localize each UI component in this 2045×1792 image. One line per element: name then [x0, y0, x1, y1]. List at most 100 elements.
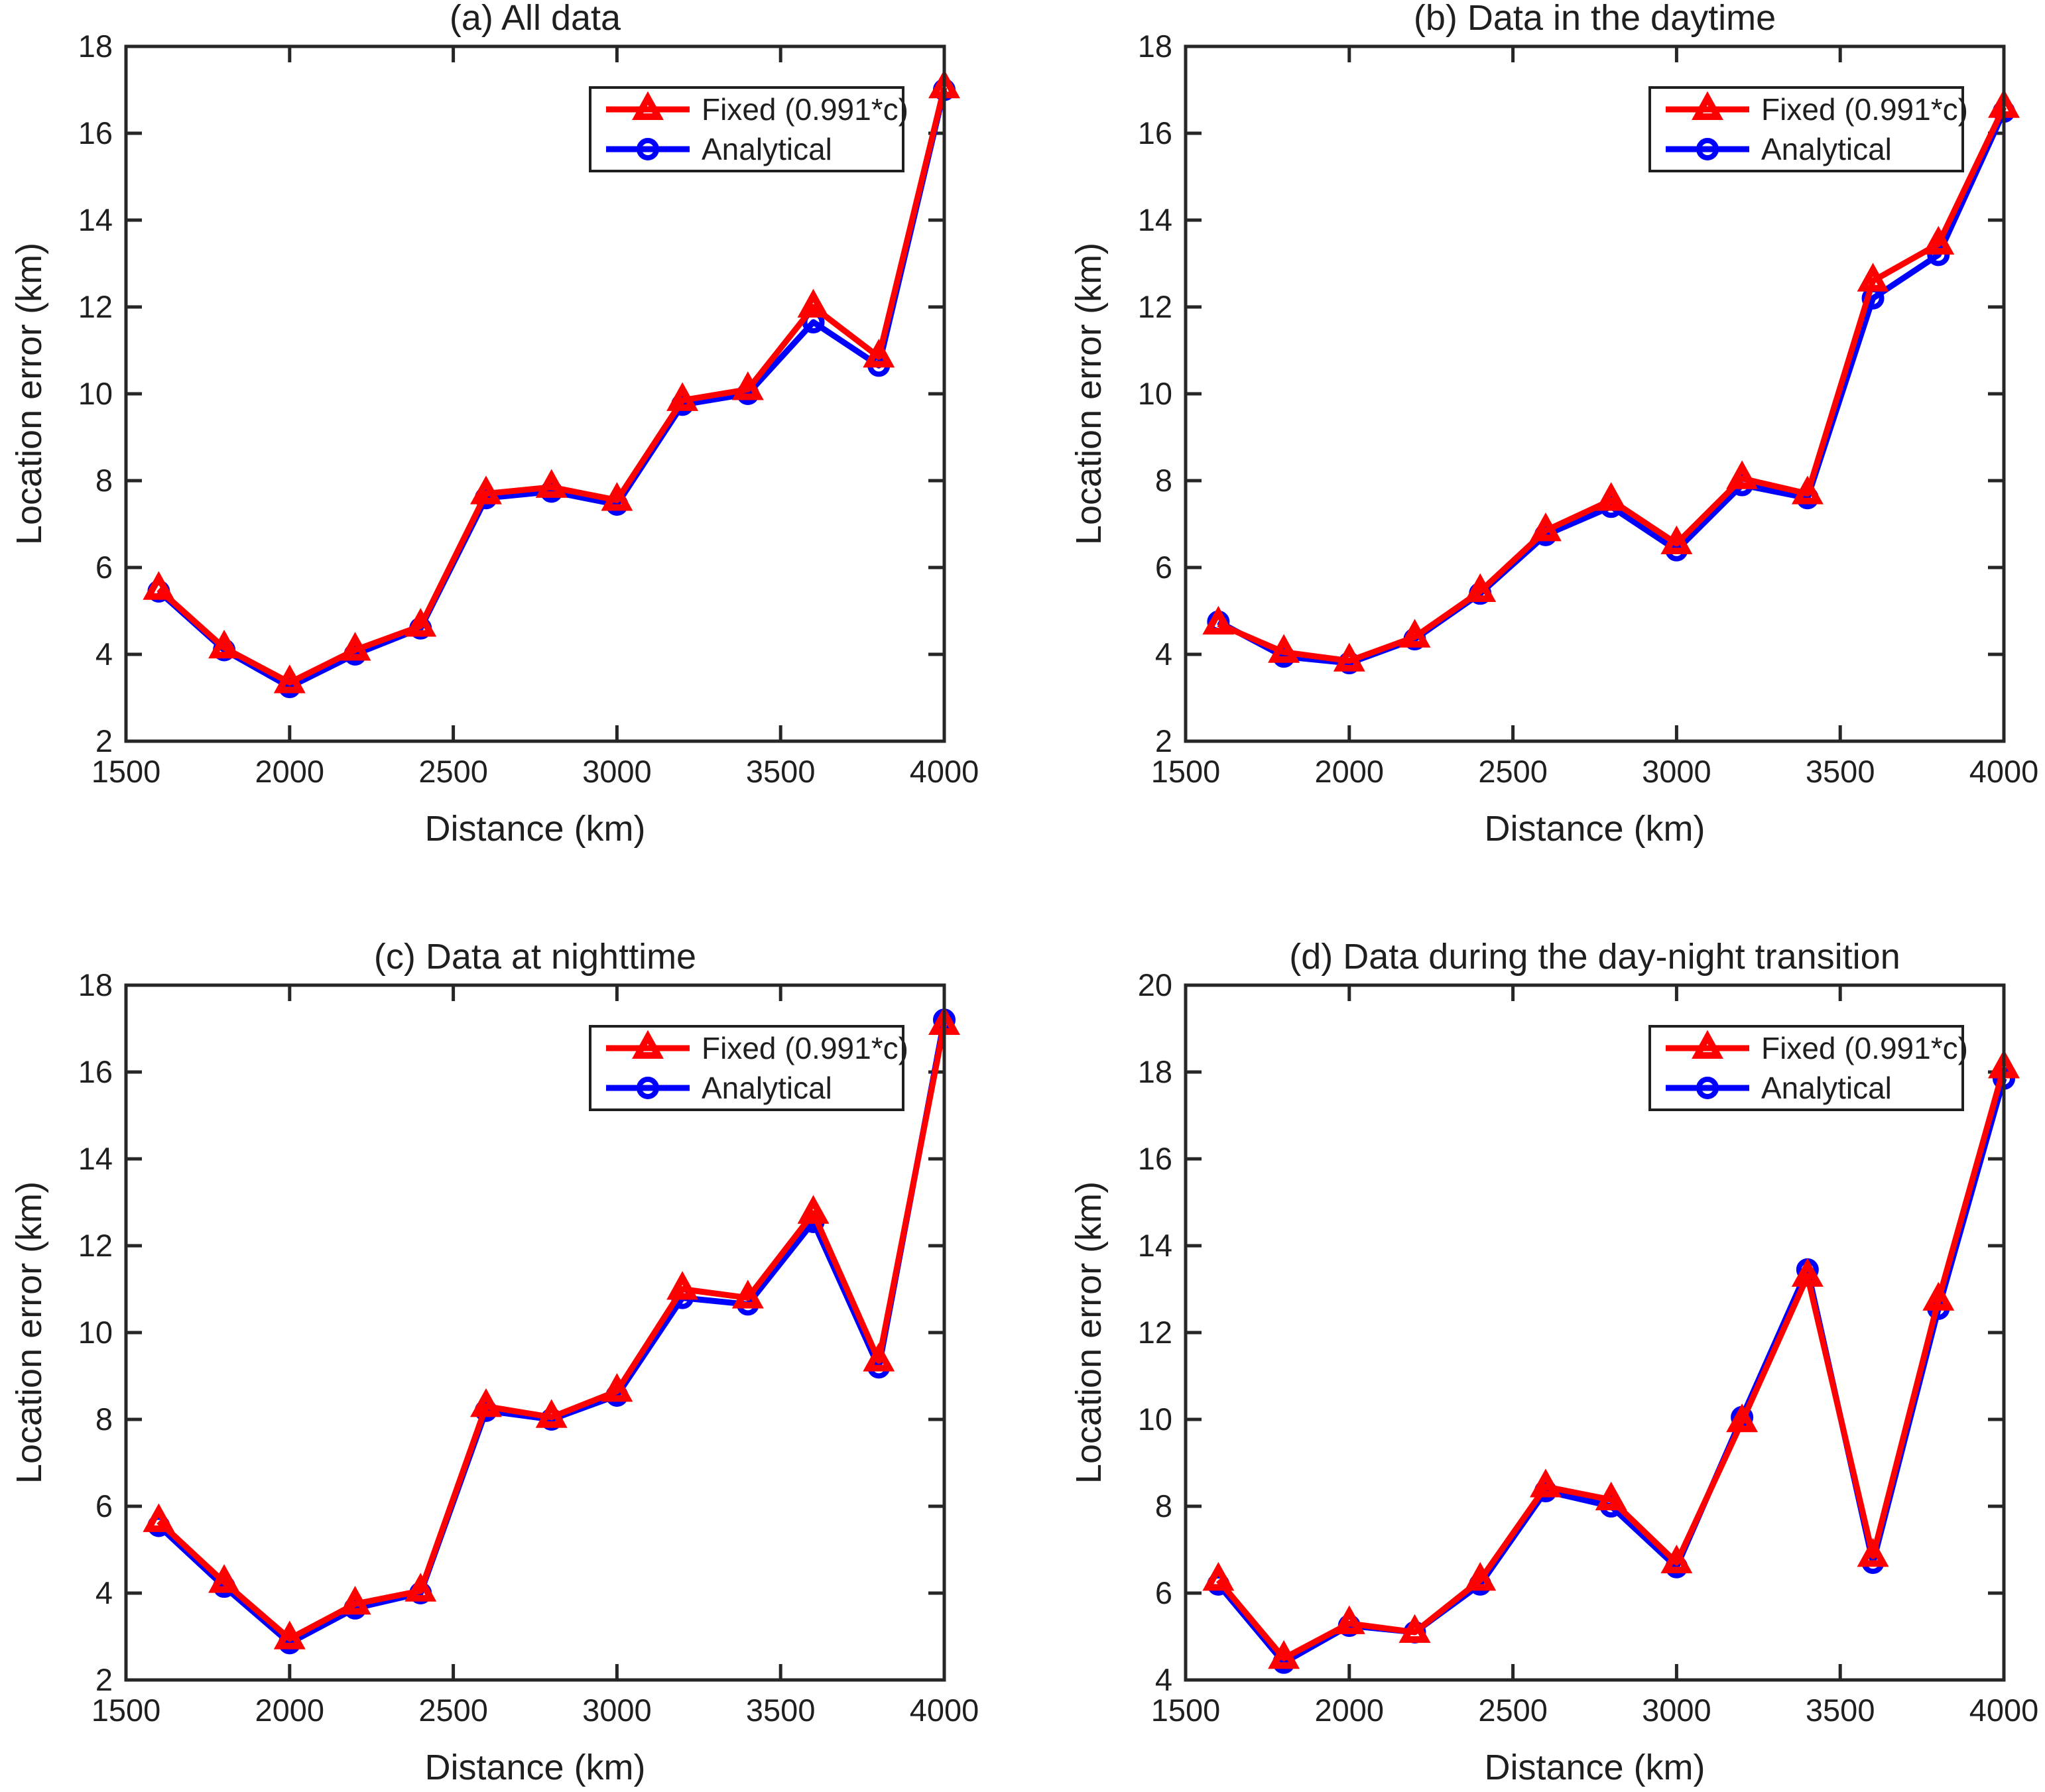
triangle-marker [1726, 460, 1759, 489]
legend-triangle-marker [632, 1030, 664, 1059]
legend-label: Fixed (0.991*c) [702, 1031, 908, 1065]
axes-box [124, 983, 946, 1682]
triangle-marker [1595, 1481, 1627, 1511]
legend-label: Analytical [702, 132, 832, 166]
triangle-marker [535, 1399, 568, 1428]
triangle-marker [1595, 482, 1627, 511]
x-tick-label: 3000 [582, 754, 652, 789]
series-fixed-0-991-c [143, 1006, 960, 1649]
legend-label: Fixed (0.991*c) [1761, 92, 1968, 127]
triangle-marker [1529, 1468, 1562, 1498]
triangle-marker [1857, 1538, 1889, 1567]
triangle-marker [1202, 605, 1235, 635]
x-tick-label: 3000 [1642, 1693, 1711, 1728]
y-tick-label: 4 [95, 636, 113, 672]
series-fixed-0-991-c [1202, 89, 2020, 672]
chart-canvas-a: (a) All data Distance (km) Location error … [9, 0, 979, 849]
legend-triangle-marker [632, 91, 664, 120]
x-tick-label: 3000 [582, 1693, 652, 1728]
series-analytical [1207, 1067, 2015, 1674]
x-tick-label: 3500 [746, 754, 816, 789]
x-axis-label: Distance (km) [424, 809, 645, 849]
y-tick-label: 12 [78, 289, 113, 324]
y-tick-label: 14 [78, 202, 113, 237]
legend-label: Analytical [702, 1071, 832, 1105]
y-axis-label: Location error (km) [9, 243, 49, 545]
triangle-marker [731, 1280, 764, 1309]
triangle-marker [469, 1388, 502, 1417]
triangle-marker [1464, 1562, 1497, 1591]
triangle-marker [1791, 475, 1824, 505]
y-tick-label: 8 [95, 1402, 113, 1437]
y-tick-label: 8 [1155, 1488, 1172, 1523]
x-tick-label: 2500 [1478, 1693, 1548, 1728]
subplot-a-all-data: (a) All data Distance (km) Location error … [0, 0, 1022, 896]
x-tick-label: 2000 [255, 1693, 325, 1728]
x-tick-label: 3500 [1806, 1693, 1875, 1728]
y-tick-label: 12 [78, 1228, 113, 1263]
y-axis-label: Location error (km) [1069, 243, 1109, 545]
triangle-marker [1660, 1544, 1693, 1574]
triangle-marker [1660, 525, 1693, 554]
triangle-marker [666, 382, 699, 411]
series-fixed-0-991-c [143, 69, 960, 693]
x-tick-label: 1500 [92, 1693, 161, 1728]
triangle-marker [1333, 642, 1365, 672]
y-tick-label: 12 [1138, 1315, 1172, 1350]
x-tick-label: 2500 [418, 754, 488, 789]
y-tick-label: 8 [95, 463, 113, 498]
series-analytical [147, 78, 956, 699]
triangle-marker [1333, 1605, 1365, 1634]
triangle-marker [1268, 1640, 1300, 1669]
x-tick-label: 2000 [1315, 754, 1385, 789]
y-tick-label: 16 [1138, 115, 1172, 150]
legend: Fixed (0.991*c) Analytical [589, 1025, 908, 1111]
triangle-marker [1202, 1562, 1235, 1591]
y-tick-label: 20 [1138, 967, 1172, 1002]
legend-circle-marker [1696, 138, 1719, 160]
triangle-marker [143, 1503, 175, 1532]
y-tick-label: 18 [1138, 29, 1172, 64]
triangle-marker [1922, 1282, 1955, 1311]
chart-title: (d) Data during the day-night transition [1289, 937, 1900, 977]
y-tick-label: 4 [1155, 1662, 1172, 1697]
triangle-marker [143, 571, 175, 600]
triangle-marker [535, 469, 568, 498]
triangle-marker [1791, 1258, 1824, 1287]
y-tick-label: 2 [95, 723, 113, 758]
x-tick-label: 2500 [418, 1693, 488, 1728]
series-analytical-line [156, 89, 948, 690]
triangle-marker [601, 482, 633, 511]
y-tick-label: 4 [95, 1575, 113, 1610]
triangle-marker [797, 288, 830, 318]
y-tick-label: 14 [1138, 1228, 1172, 1263]
y-tick-label: 6 [95, 550, 113, 585]
axes-box [124, 44, 946, 743]
legend-circle-marker [1696, 1077, 1719, 1099]
triangle-marker [1857, 263, 1889, 292]
legend-label: Analytical [1761, 132, 1892, 166]
triangle-marker [666, 1271, 699, 1300]
x-tick-label: 4000 [1969, 754, 2039, 789]
x-tick-label: 1500 [92, 754, 161, 789]
y-tick-label: 14 [78, 1141, 113, 1176]
legend-triangle-marker [1692, 1030, 1723, 1059]
x-tick-label: 3000 [1642, 754, 1711, 789]
series-analytical-line [1217, 110, 2007, 666]
x-axis-label: Distance (km) [424, 1748, 645, 1787]
legend-label: Fixed (0.991*c) [702, 92, 908, 127]
triangle-marker [1268, 634, 1300, 663]
triangle-marker [404, 608, 437, 637]
y-tick-label: 18 [78, 29, 113, 64]
x-tick-label: 1500 [1151, 754, 1221, 789]
triangle-marker [1398, 1614, 1431, 1643]
y-tick-label: 14 [1138, 202, 1172, 237]
y-tick-label: 10 [1138, 376, 1172, 411]
legend-label: Analytical [1761, 1071, 1892, 1105]
y-tick-label: 16 [78, 115, 113, 150]
series-fixed-0-991-c-line [1217, 105, 2007, 664]
y-tick-label: 16 [1138, 1141, 1172, 1176]
y-tick-label: 10 [78, 1315, 113, 1350]
y-tick-label: 2 [95, 1662, 113, 1697]
